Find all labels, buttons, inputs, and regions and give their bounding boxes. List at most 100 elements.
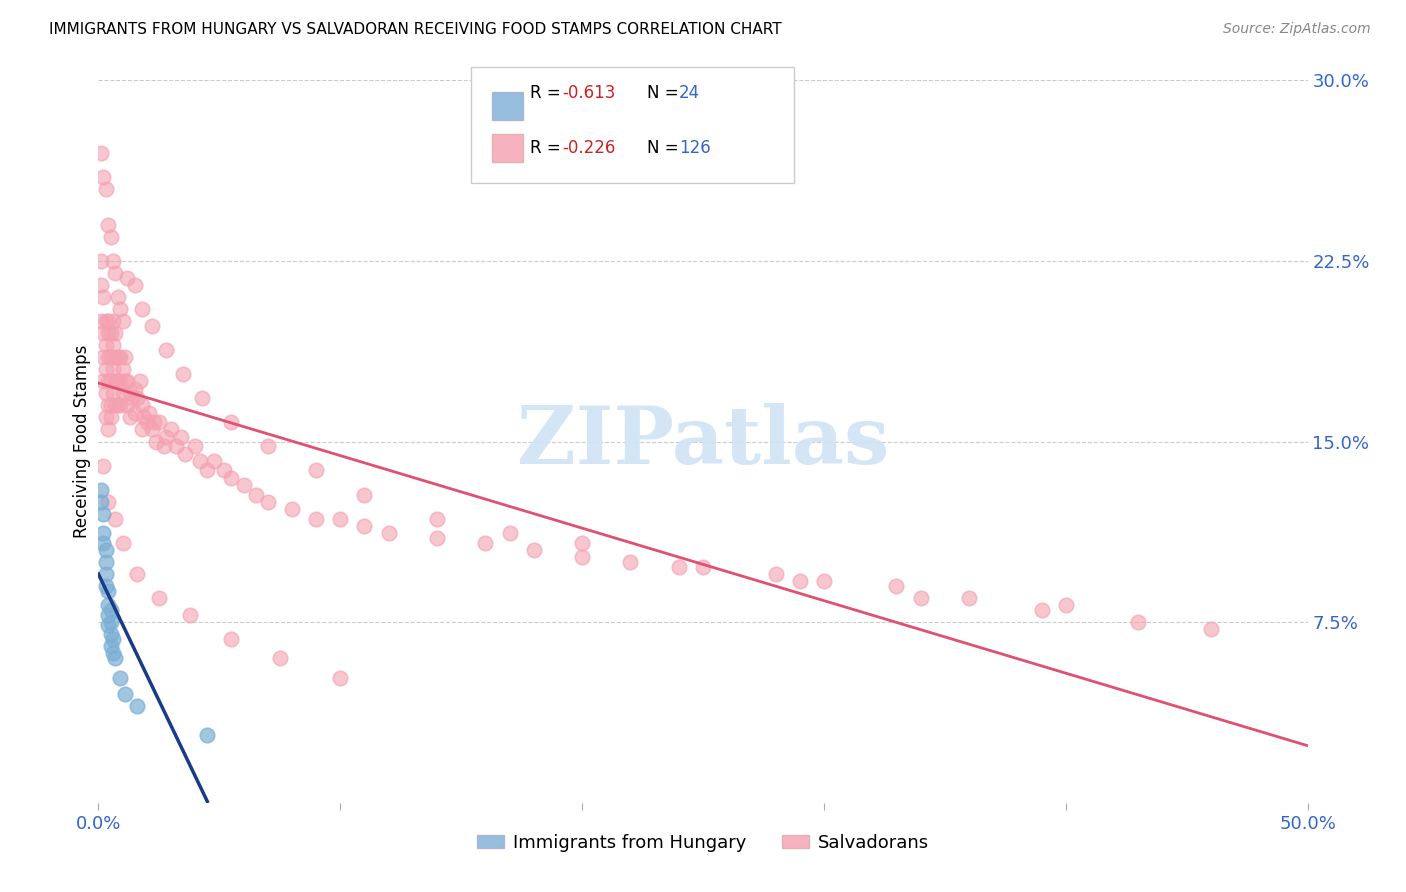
- Point: [329, 511, 352, 525]
- Point: [135, 415, 157, 429]
- Point: [91, 526, 114, 541]
- Point: [232, 478, 254, 492]
- Point: [305, 463, 328, 477]
- Point: [813, 574, 835, 589]
- Point: [97, 494, 120, 508]
- Point: [101, 338, 124, 352]
- Point: [97, 218, 120, 232]
- Point: [765, 567, 787, 582]
- Point: [97, 326, 120, 340]
- Point: [94, 567, 117, 582]
- Point: [131, 398, 153, 412]
- Point: [124, 277, 146, 292]
- Point: [100, 410, 122, 425]
- Text: R =: R =: [530, 139, 567, 157]
- Y-axis label: Receiving Food Stamps: Receiving Food Stamps: [73, 345, 91, 538]
- Point: [353, 487, 375, 501]
- Point: [104, 374, 127, 388]
- Point: [90, 253, 112, 268]
- Point: [245, 487, 267, 501]
- Point: [191, 391, 214, 405]
- Point: [179, 607, 201, 622]
- Point: [108, 398, 131, 412]
- Point: [97, 374, 120, 388]
- Point: [104, 350, 127, 364]
- Point: [104, 511, 127, 525]
- Point: [172, 367, 194, 381]
- Point: [127, 567, 149, 582]
- Point: [121, 391, 143, 405]
- Point: [127, 391, 149, 405]
- Point: [474, 535, 496, 549]
- Point: [97, 599, 120, 613]
- Point: [101, 647, 124, 661]
- Point: [107, 398, 129, 412]
- Point: [114, 350, 136, 364]
- Point: [91, 169, 114, 184]
- Point: [124, 406, 146, 420]
- Point: [100, 639, 122, 653]
- Point: [148, 415, 170, 429]
- Point: [94, 181, 117, 195]
- Point: [377, 526, 399, 541]
- Text: Source: ZipAtlas.com: Source: ZipAtlas.com: [1223, 22, 1371, 37]
- Point: [94, 338, 117, 352]
- Point: [221, 632, 243, 646]
- Point: [97, 617, 120, 632]
- Point: [104, 326, 127, 340]
- Point: [108, 374, 131, 388]
- Point: [117, 270, 139, 285]
- Point: [104, 266, 127, 280]
- Point: [101, 314, 124, 328]
- Point: [619, 555, 641, 569]
- Point: [111, 386, 134, 401]
- Point: [100, 350, 122, 364]
- Point: [155, 343, 177, 357]
- Point: [571, 550, 593, 565]
- Text: N =: N =: [647, 139, 683, 157]
- Point: [111, 362, 134, 376]
- Point: [94, 410, 117, 425]
- Point: [305, 511, 328, 525]
- Point: [94, 386, 117, 401]
- Point: [97, 398, 120, 412]
- Point: [131, 422, 153, 436]
- Point: [329, 671, 352, 685]
- Point: [107, 290, 129, 304]
- Point: [138, 406, 160, 420]
- Point: [91, 458, 114, 473]
- Point: [523, 542, 546, 557]
- Point: [97, 607, 120, 622]
- Point: [117, 374, 139, 388]
- Point: [886, 579, 908, 593]
- Point: [100, 615, 122, 630]
- Point: [91, 507, 114, 521]
- Point: [353, 518, 375, 533]
- Point: [141, 422, 163, 436]
- Point: [169, 430, 191, 444]
- Point: [91, 326, 114, 340]
- Point: [204, 454, 226, 468]
- Point: [114, 687, 136, 701]
- Point: [100, 326, 122, 340]
- Point: [94, 362, 117, 376]
- Point: [256, 439, 278, 453]
- Point: [117, 398, 139, 412]
- Point: [101, 362, 124, 376]
- Point: [174, 446, 197, 460]
- Text: -0.613: -0.613: [562, 84, 616, 102]
- Legend: Immigrants from Hungary, Salvadorans: Immigrants from Hungary, Salvadorans: [470, 826, 936, 859]
- Point: [101, 632, 124, 646]
- Point: [668, 559, 690, 574]
- Point: [148, 591, 170, 605]
- Point: [90, 145, 112, 160]
- Point: [108, 671, 131, 685]
- Point: [128, 374, 150, 388]
- Point: [94, 555, 117, 569]
- Point: [90, 494, 112, 508]
- Point: [269, 651, 291, 665]
- Point: [957, 591, 980, 605]
- Point: [134, 410, 156, 425]
- Point: [108, 350, 131, 364]
- Point: [212, 463, 235, 477]
